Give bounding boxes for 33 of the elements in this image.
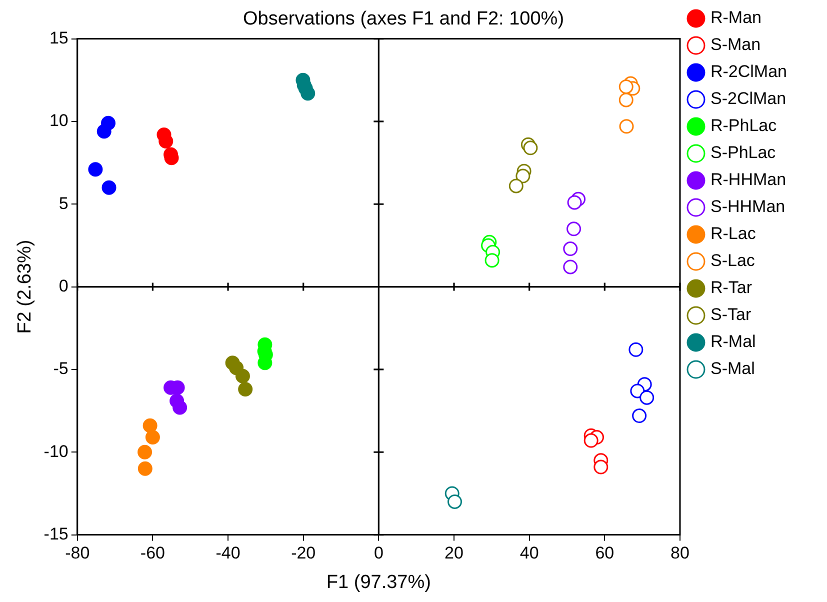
x-tick-label: -60 [140,544,165,563]
legend-label: S-Lac [710,251,756,270]
x-tick-label: 60 [595,544,614,563]
y-tick-label: -15 [44,524,68,544]
legend-label: R-HHMan [710,170,786,190]
y-tick-label: 15 [49,28,68,48]
y-axis-title: F2 (2.63%) [14,240,36,334]
x-tick-label: -80 [65,544,90,563]
y-tick-label: 5 [58,194,68,213]
legend-label: S-Mal [710,359,755,378]
x-tick-label: 40 [520,544,539,563]
x-tick-label: 20 [444,544,464,563]
legend-label: R-Mal [710,332,756,352]
x-tick-label: -40 [216,544,240,563]
chart-title: Observations (axes F1 and F2: 100%) [242,8,564,30]
y-tick-label: 0 [58,276,68,296]
x-tick-label: 80 [670,544,690,563]
legend-label: R-Lac [710,224,756,244]
x-tick-label: 0 [374,544,384,563]
legend-label: S-HHMan [710,197,786,216]
x-axis-title: F1 (97.37%) [326,572,431,593]
legend-label: S-Tar [710,305,752,324]
legend-label: S-Man [710,35,761,54]
legend-label: R-PhLac [710,116,778,136]
legend-label: R-Man [710,8,762,28]
y-tick-label: -5 [53,359,68,378]
y-tick-label: -10 [44,442,68,461]
legend-label: R-Tar [710,278,752,298]
y-tick-label: 10 [49,111,68,130]
x-tick-label: -20 [291,544,316,563]
legend-label: R-2ClMan [710,62,788,82]
legend-label: S-PhLac [710,143,776,162]
legend-label: S-2ClMan [710,89,786,108]
